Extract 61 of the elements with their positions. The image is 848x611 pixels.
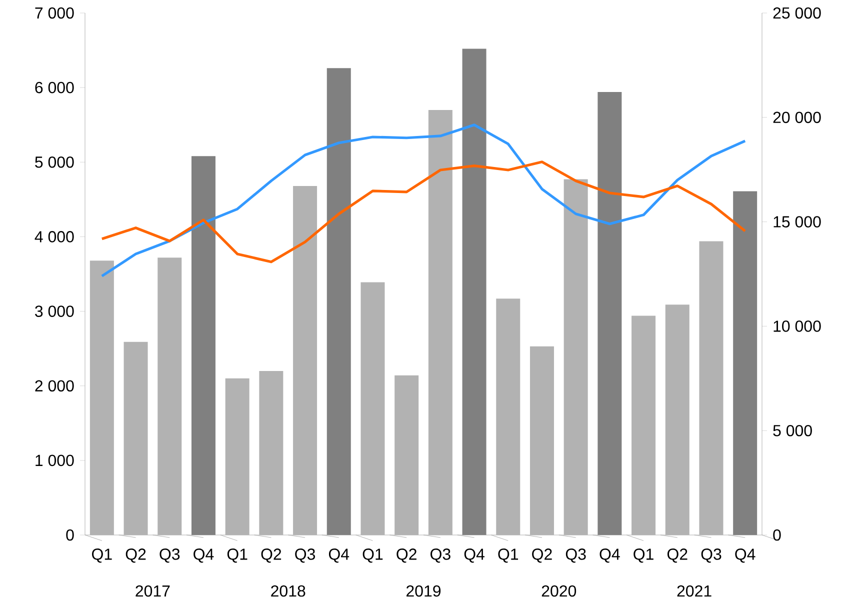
bar xyxy=(90,260,114,535)
bar xyxy=(259,370,284,535)
bar xyxy=(598,92,622,535)
x-tick-label: Q3 xyxy=(430,548,450,563)
x-tick-label: Q2 xyxy=(261,548,282,563)
line-series xyxy=(100,124,746,278)
x-tick-label: Q4 xyxy=(735,548,756,563)
y-tick-label: 3 000 xyxy=(35,306,74,317)
text: 2021 xyxy=(677,585,712,597)
x-tick-label: Q4 xyxy=(194,548,214,563)
y2-tick-label: 25 000 xyxy=(773,7,821,19)
bar xyxy=(394,375,419,535)
x-tick-label: Q3 xyxy=(701,548,722,563)
y-tick-label: 2 000 xyxy=(35,380,74,392)
x-tick-label: Q2 xyxy=(126,548,146,563)
x-tick-label: Q2 xyxy=(396,548,416,563)
y-tick-label: 0 xyxy=(66,529,74,541)
y-tick-label: 6 000 xyxy=(35,82,74,94)
x-tick-label: Q4 xyxy=(328,548,350,563)
x-tick-label: Q1 xyxy=(634,548,654,563)
x-tick-label: Q1 xyxy=(362,548,383,563)
y2-tick-label: 10 000 xyxy=(774,320,821,332)
x-tick-label: Q3 xyxy=(160,548,180,563)
bar xyxy=(293,186,318,535)
x-tick-label: Q1 xyxy=(227,548,248,563)
bar xyxy=(326,68,351,535)
bar xyxy=(496,298,520,535)
bar xyxy=(124,342,148,535)
bar xyxy=(428,110,452,535)
x-tick-label: Q2 xyxy=(532,548,552,563)
y2-tick-label: 15 000 xyxy=(774,216,821,228)
x-tick-label: Q2 xyxy=(667,548,688,563)
bar xyxy=(564,179,588,535)
y-tick-label: 1 000 xyxy=(36,454,74,466)
y2-tick-label: 20 000 xyxy=(773,112,821,124)
y2-tick-label: 5 000 xyxy=(773,424,812,436)
line-series xyxy=(100,160,746,264)
bar xyxy=(632,316,656,535)
bar xyxy=(462,48,486,535)
y-tick-label: 5 000 xyxy=(35,156,74,168)
bar xyxy=(191,156,216,535)
bar xyxy=(665,304,690,535)
bar xyxy=(530,346,554,535)
bar xyxy=(699,241,724,535)
text: 2020 xyxy=(542,585,576,597)
y-tick-label: 7 000 xyxy=(35,7,74,19)
x-tick-label: Q4 xyxy=(464,548,484,563)
x-tick-label: Q4 xyxy=(600,548,620,563)
bar xyxy=(225,378,250,535)
text: 2017 xyxy=(136,585,170,597)
bar xyxy=(360,282,385,535)
text: 2019 xyxy=(406,585,441,597)
bar xyxy=(158,258,182,535)
x-tick-label: Q1 xyxy=(498,548,518,563)
y2-tick-label: 0 xyxy=(773,529,781,541)
bar xyxy=(733,191,758,535)
y-tick-label: 4 000 xyxy=(34,231,74,242)
text: 2018 xyxy=(271,585,306,597)
x-tick-label: Q3 xyxy=(295,548,315,563)
x-tick-label: Q1 xyxy=(92,548,112,563)
x-tick-label: Q3 xyxy=(566,548,586,563)
